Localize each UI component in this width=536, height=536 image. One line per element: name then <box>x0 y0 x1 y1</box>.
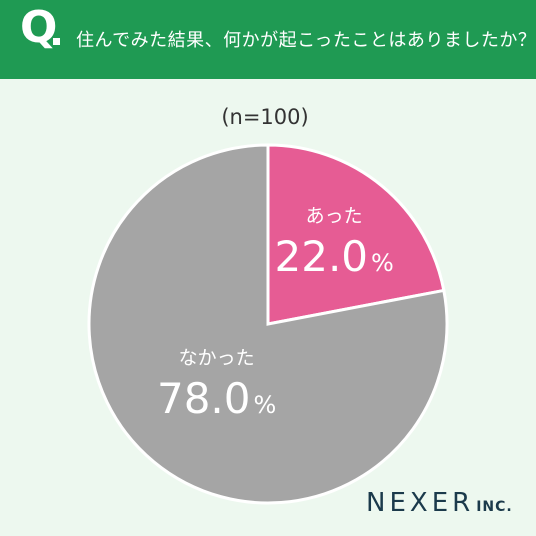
sample-size-label: (n=100) <box>221 105 308 129</box>
slice-value-label: 78.0% <box>157 374 276 423</box>
question-text: 住んでみた結果、何かが起こったことはありましたか？ <box>76 30 536 51</box>
question-header: Q 住んでみた結果、何かが起こったことはありましたか？ <box>0 0 536 79</box>
pie-slice-yes <box>266 143 446 326</box>
pie-slices <box>87 143 449 505</box>
slice-label: あった <box>306 205 363 227</box>
q-mark: Q <box>20 2 58 53</box>
pie-labels: あった 22.0 % なかった 78.0% <box>157 205 394 423</box>
pie-chart: (n=100) あった 22.0 % なかった 78.0% <box>87 105 449 505</box>
slice-value-label: 22.0% <box>275 232 394 281</box>
logo-main: NEXER <box>366 488 475 518</box>
pie-slice-no <box>87 143 449 505</box>
q-mark-dot <box>53 38 60 45</box>
slice-label: なかった <box>179 347 255 369</box>
nexer-logo: NEXER INC. <box>366 488 513 518</box>
logo-sub: INC. <box>476 499 513 515</box>
